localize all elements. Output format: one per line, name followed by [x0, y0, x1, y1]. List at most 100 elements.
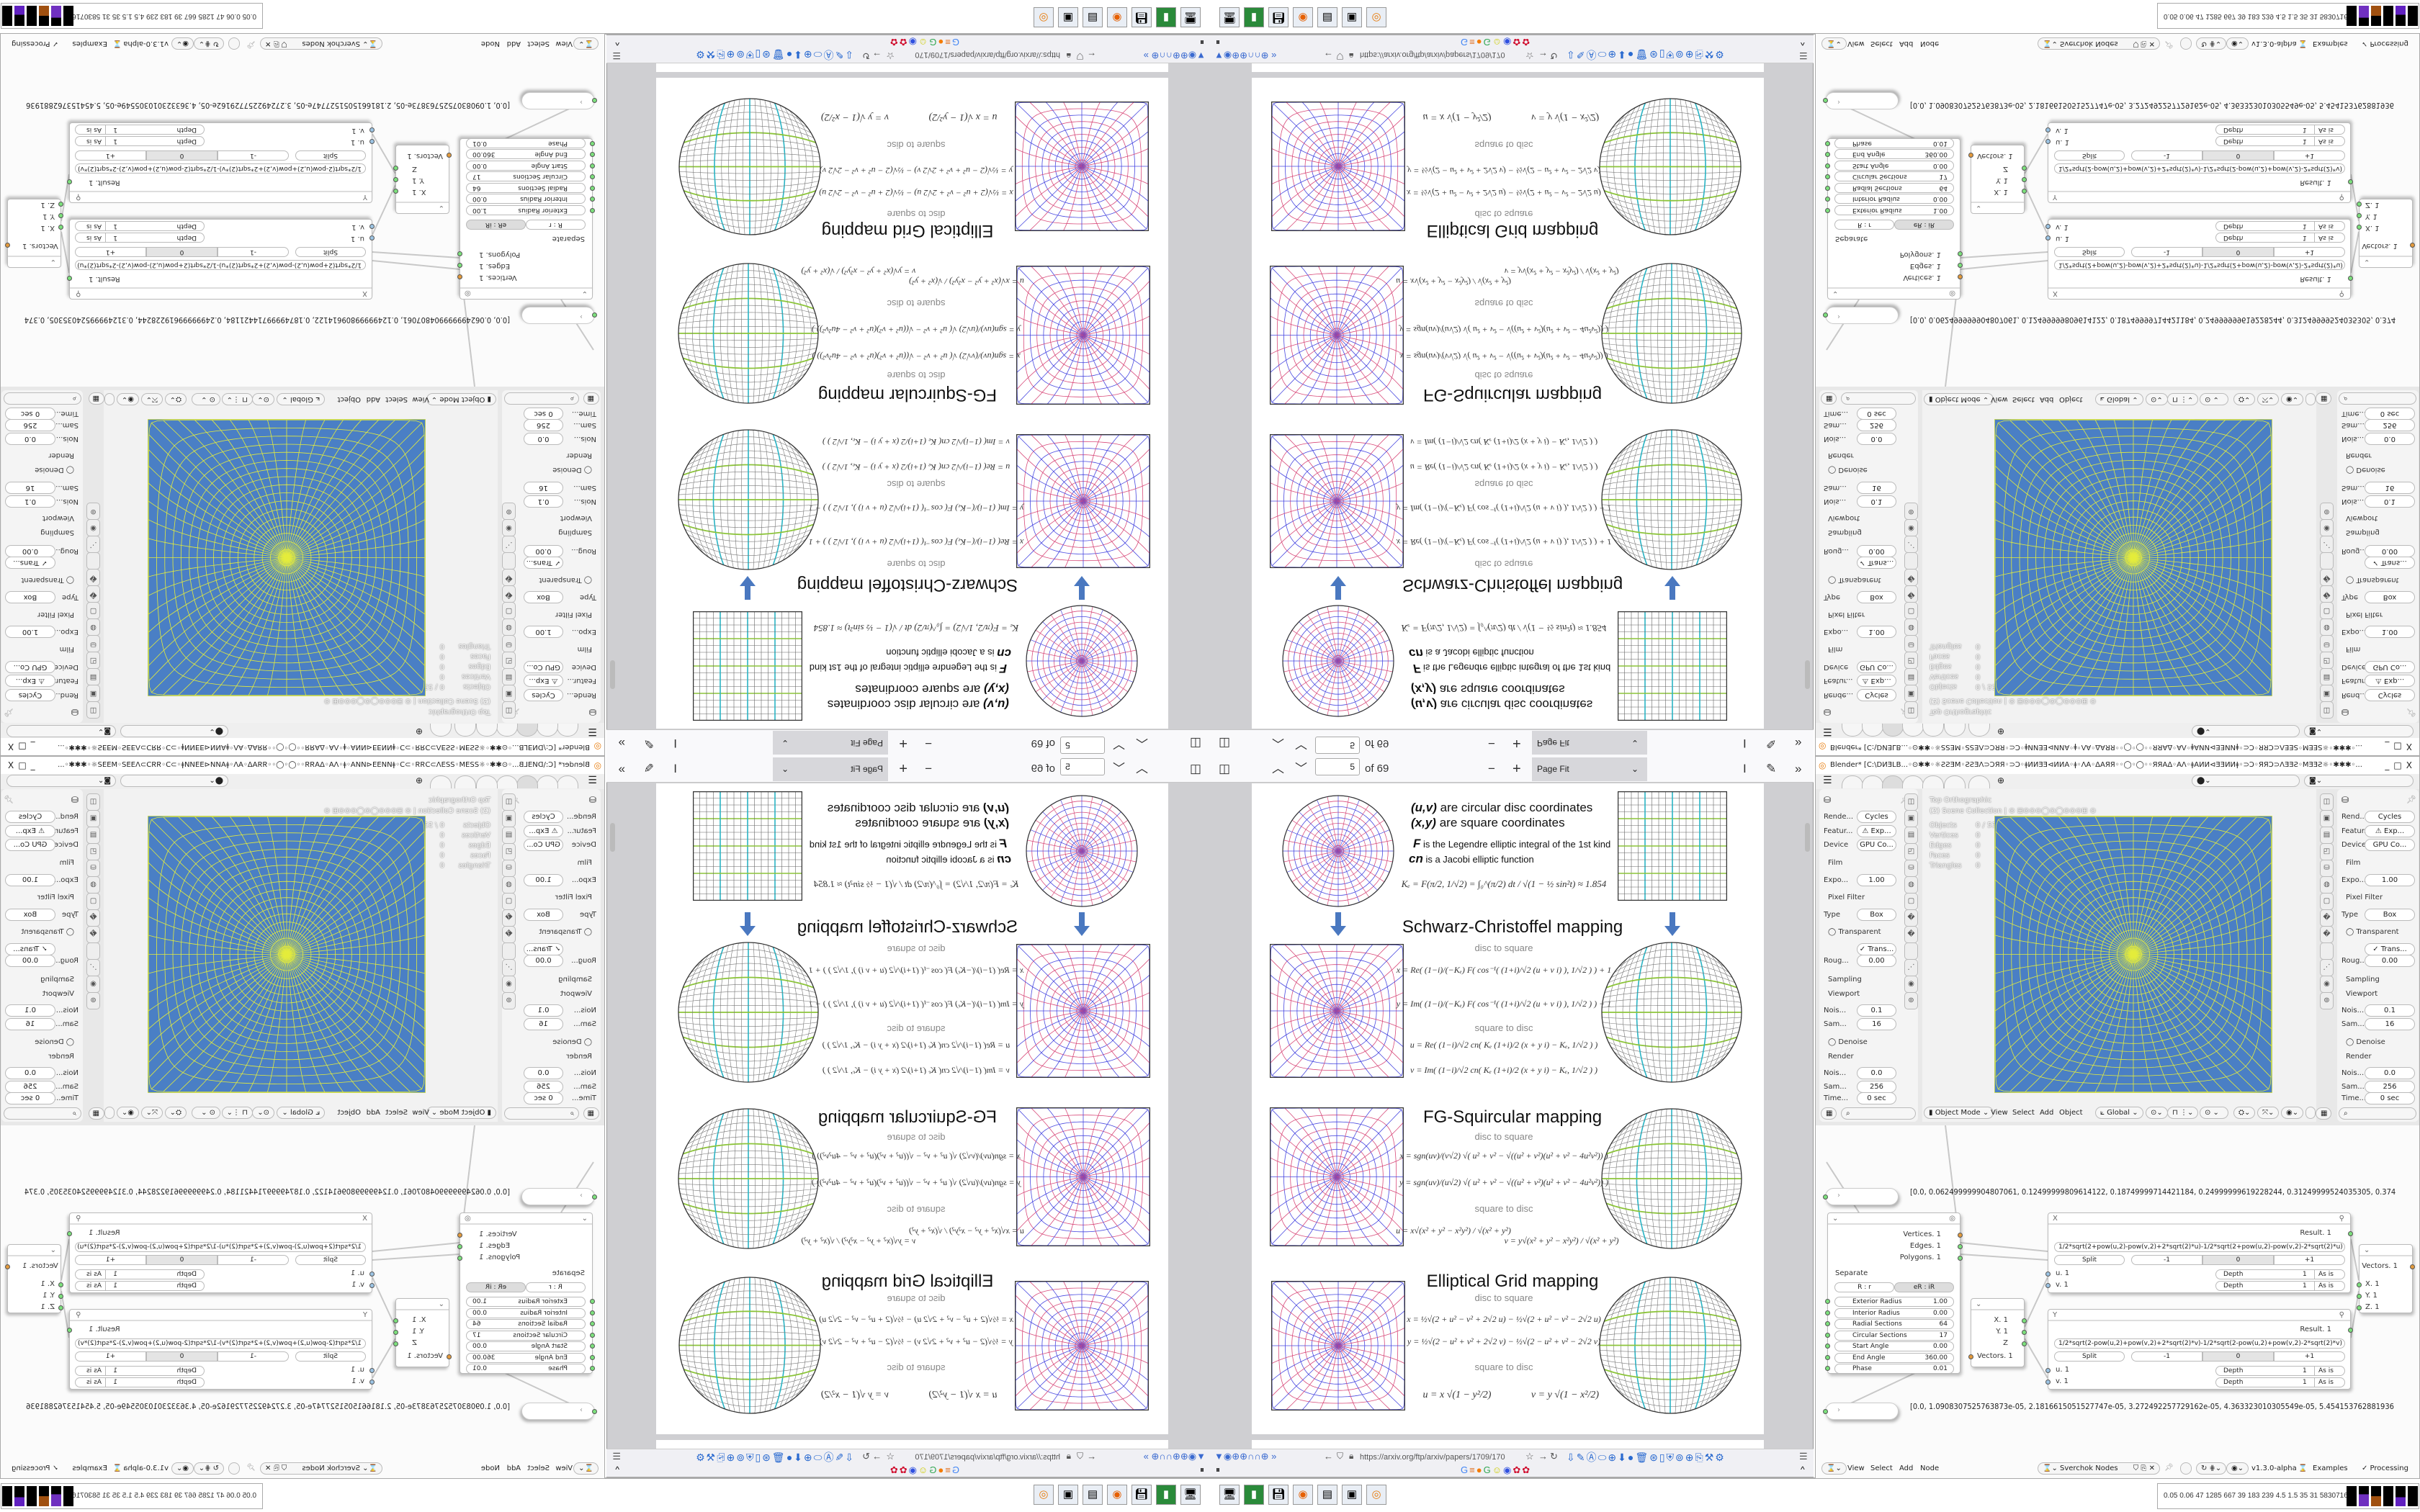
value-field[interactable]: 0: [2202, 1351, 2274, 1362]
property-field[interactable]: 16: [1857, 1018, 1896, 1030]
input-socket[interactable]: [590, 1366, 595, 1371]
particles-icon[interactable]: �: [1904, 569, 1918, 586]
object-mode-select[interactable]: ▮ Object Mode ⌄: [1924, 393, 1994, 405]
property-field[interactable]: GPU Co...: [1857, 839, 1896, 851]
render-icon[interactable]: ▣: [1904, 810, 1918, 827]
input-socket[interactable]: [592, 1409, 597, 1414]
scrollbar-thumb[interactable]: [610, 823, 615, 852]
flower-icon[interactable]: ✿: [888, 37, 898, 48]
property-field[interactable]: ✓ Trans...: [1857, 557, 1896, 569]
depth-field[interactable]: Depth 1 As is: [2215, 233, 2345, 243]
material-icon[interactable]: ⊚: [2320, 503, 2334, 520]
value-field[interactable]: 0: [146, 1255, 218, 1265]
menu-node[interactable]: Node: [480, 1464, 500, 1472]
input-socket[interactable]: [447, 153, 452, 158]
stackoverflow-icon[interactable]: ≡: [1469, 37, 1476, 48]
object-icon[interactable]: ▢: [1904, 602, 1918, 619]
previous-page-button[interactable]: ︿: [1136, 762, 1148, 775]
smiley-icon[interactable]: ☺: [1492, 37, 1503, 48]
notepad-icon[interactable]: ▤: [1317, 1485, 1337, 1505]
property-field[interactable]: 0 sec: [5, 408, 55, 420]
panel-header[interactable]: Pixel Filter: [2337, 608, 2418, 621]
world-icon[interactable]: ◍: [86, 876, 100, 894]
url-field[interactable]: https://arxiv.org/ftp/arxiv/papers/1709/…: [915, 1453, 1060, 1462]
zoom-in-button[interactable]: +: [899, 761, 908, 777]
property-field[interactable]: ⚠ Exp...: [1857, 825, 1896, 837]
view-layer-selector[interactable]: ◙⌄: [2304, 725, 2414, 737]
viewer-node[interactable]: ›: [1823, 307, 1899, 324]
blender-icon[interactable]: ◎: [1366, 7, 1386, 27]
panel-header[interactable]: Film: [2, 642, 83, 655]
menu-add[interactable]: Add: [2040, 395, 2054, 403]
property-field[interactable]: 0 sec: [2365, 408, 2415, 420]
vector-in-node[interactable]: ⌄ Vectors. 1 X. 1 Y. 1 Z. 1: [5, 1244, 63, 1313]
pen-icon[interactable]: ✎: [643, 762, 654, 775]
text-cursor-icon[interactable]: I: [1743, 762, 1747, 775]
input-socket[interactable]: [590, 141, 595, 146]
formula-node-x[interactable]: X ⚲ Result. 1 1/2*sqrt(2+pow(u,2)-pow(v,2)+…: [67, 219, 375, 300]
menu-select[interactable]: Select: [2012, 395, 2035, 403]
close-button[interactable]: X: [2406, 742, 2416, 752]
hamburger-menu-icon[interactable]: ☰: [588, 726, 597, 737]
input-socket[interactable]: [1825, 208, 1830, 213]
tool-icon[interactable]: ◫: [2320, 701, 2334, 719]
panel-header[interactable]: Render: [1819, 449, 1899, 462]
overlay-toggle[interactable]: ◉⌄: [2281, 1107, 2304, 1119]
material-icon[interactable]: ⊚: [502, 503, 516, 520]
pivot-select[interactable]: ⊙⌄: [2146, 1107, 2168, 1119]
property-field[interactable]: 0.00: [2365, 545, 2415, 557]
editor-type-button[interactable]: ▦: [89, 1107, 104, 1120]
property-field[interactable]: 16: [524, 1018, 563, 1030]
input-socket[interactable]: [2045, 224, 2051, 229]
floppy-icon[interactable]: 💾︎: [1268, 1485, 1289, 1505]
transform-orientation-select[interactable]: ⟀ Global ⌄: [277, 393, 325, 405]
input-socket[interactable]: [1825, 1310, 1830, 1315]
input-socket[interactable]: [58, 202, 63, 207]
split-button[interactable]: Split: [295, 247, 366, 257]
forward-button[interactable]: →: [872, 1451, 882, 1462]
split-button[interactable]: Split: [295, 1255, 366, 1265]
viewer-node[interactable]: ›: [521, 92, 597, 109]
object-mode-select[interactable]: ▮ Object Mode ⌄: [426, 1107, 496, 1119]
world-icon[interactable]: ◍: [86, 618, 100, 636]
view-layer-icon[interactable]: ◰: [2320, 652, 2334, 669]
processing-toggle[interactable]: ✓ Processing: [2362, 1464, 2408, 1472]
input-socket[interactable]: [592, 1194, 597, 1200]
object-icon[interactable]: ▢: [86, 893, 100, 910]
menu-object[interactable]: Object: [2059, 1109, 2083, 1117]
google-icon[interactable]: G: [950, 37, 959, 48]
constraints-icon[interactable]: ⋰: [2320, 536, 2334, 553]
input-socket[interactable]: [590, 208, 595, 213]
panel-header[interactable]: ◯ Denoise: [2, 1036, 83, 1049]
smiley-icon[interactable]: ☺: [1492, 1464, 1503, 1475]
panel-header[interactable]: Film: [521, 642, 601, 655]
workspace-tab[interactable]: [1944, 775, 1966, 788]
property-field[interactable]: 256: [5, 419, 55, 431]
chevron-right-icon[interactable]: ›: [580, 1192, 583, 1200]
output-icon[interactable]: ▤: [86, 827, 100, 844]
toolbar-extension-icons[interactable]: ⇩✎Ⓐ⬭⊕⬇●🗑⊛▯⛨⊚⊕⎘⚒⚙: [694, 49, 853, 60]
zoom-select[interactable]: Page Fit ⌄: [1532, 731, 1647, 755]
workspace-tab[interactable]: [496, 775, 518, 788]
viewer-node[interactable]: ›: [1823, 1188, 1899, 1205]
tool-icon[interactable]: ◫: [502, 793, 516, 811]
output-icon[interactable]: ▤: [86, 668, 100, 685]
scene-selector[interactable]: ⬤⌄: [120, 775, 228, 787]
panel-header[interactable]: Sampling: [2337, 973, 2418, 986]
data-icon[interactable]: ◉: [86, 519, 100, 536]
next-page-button[interactable]: ﹀: [1113, 737, 1125, 750]
toggle-button[interactable]: [228, 37, 240, 50]
sverchok-node-editor[interactable]: › [0.0, 0.062499999904807061, 0.12499999…: [1816, 34, 2419, 387]
overlay-toggle[interactable]: ◉⌄: [171, 1462, 194, 1475]
value-field[interactable]: 0: [146, 1351, 218, 1362]
menu-add[interactable]: Add: [2040, 1109, 2054, 1117]
panel-header[interactable]: ◯ Denoise: [2337, 1036, 2418, 1049]
workspace-tab[interactable]: [1902, 724, 1924, 737]
toggle-button[interactable]: [228, 1462, 240, 1475]
floppy-icon[interactable]: 💾︎: [1131, 1485, 1152, 1505]
param-field[interactable]: Radial Sections 64: [1834, 1319, 1954, 1329]
pin-icon[interactable]: 📌︎: [2164, 1464, 2174, 1472]
editor-type-button[interactable]: ▦: [1821, 392, 1837, 405]
modifier-icon[interactable]: �: [2320, 585, 2334, 603]
circle-mesh-wireframe[interactable]: [148, 816, 426, 1093]
